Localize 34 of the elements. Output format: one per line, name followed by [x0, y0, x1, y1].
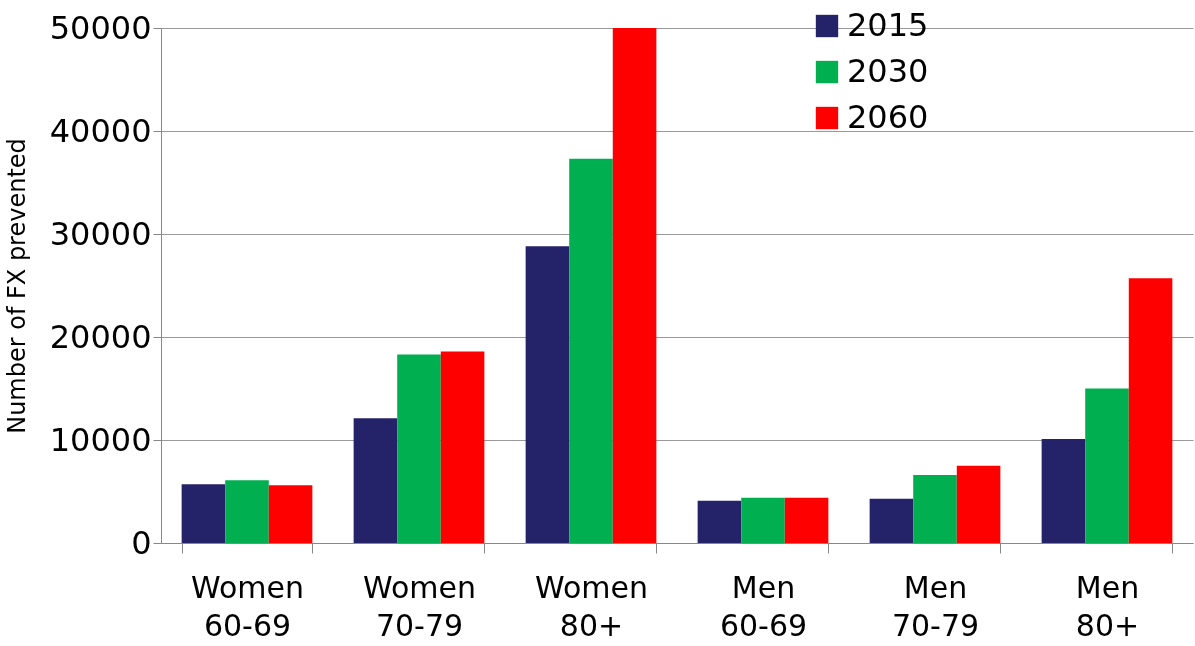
bar — [741, 497, 785, 543]
y-tick-label: 50000 — [49, 8, 152, 47]
bar — [225, 480, 269, 543]
bar — [784, 497, 829, 543]
bar — [913, 475, 957, 543]
bar — [525, 246, 570, 543]
bar — [1085, 388, 1129, 543]
bar — [956, 465, 1001, 543]
y-axis-title: Number of FX prevented — [2, 138, 31, 434]
legend-label: 2015 — [847, 6, 929, 44]
x-tick-label: Men 80+ — [1075, 569, 1140, 643]
bar — [869, 498, 914, 543]
legend-label: 2030 — [847, 52, 929, 90]
bar — [1041, 438, 1086, 543]
bar — [181, 484, 226, 543]
bar — [397, 354, 441, 543]
x-tick-label: Women 60-69 — [191, 569, 304, 643]
x-tick-label: Women 70-79 — [363, 569, 476, 643]
bar — [612, 28, 657, 543]
y-tick-label: 20000 — [49, 317, 152, 356]
bar — [440, 351, 485, 543]
x-tick-label: Men 60-69 — [719, 569, 808, 643]
bar — [353, 418, 398, 543]
bar — [569, 158, 613, 543]
x-tick-label: Men 70-79 — [891, 569, 980, 643]
bar — [697, 500, 742, 543]
x-tick-label: Women 80+ — [535, 569, 648, 643]
legend-label: 2060 — [847, 98, 929, 136]
y-tick-label: 0 — [131, 523, 152, 562]
bar — [268, 485, 313, 543]
y-tick-label: 40000 — [49, 111, 152, 150]
y-tick-label: 30000 — [49, 214, 152, 253]
y-tick-label: 10000 — [49, 420, 152, 459]
bar — [1128, 278, 1173, 543]
